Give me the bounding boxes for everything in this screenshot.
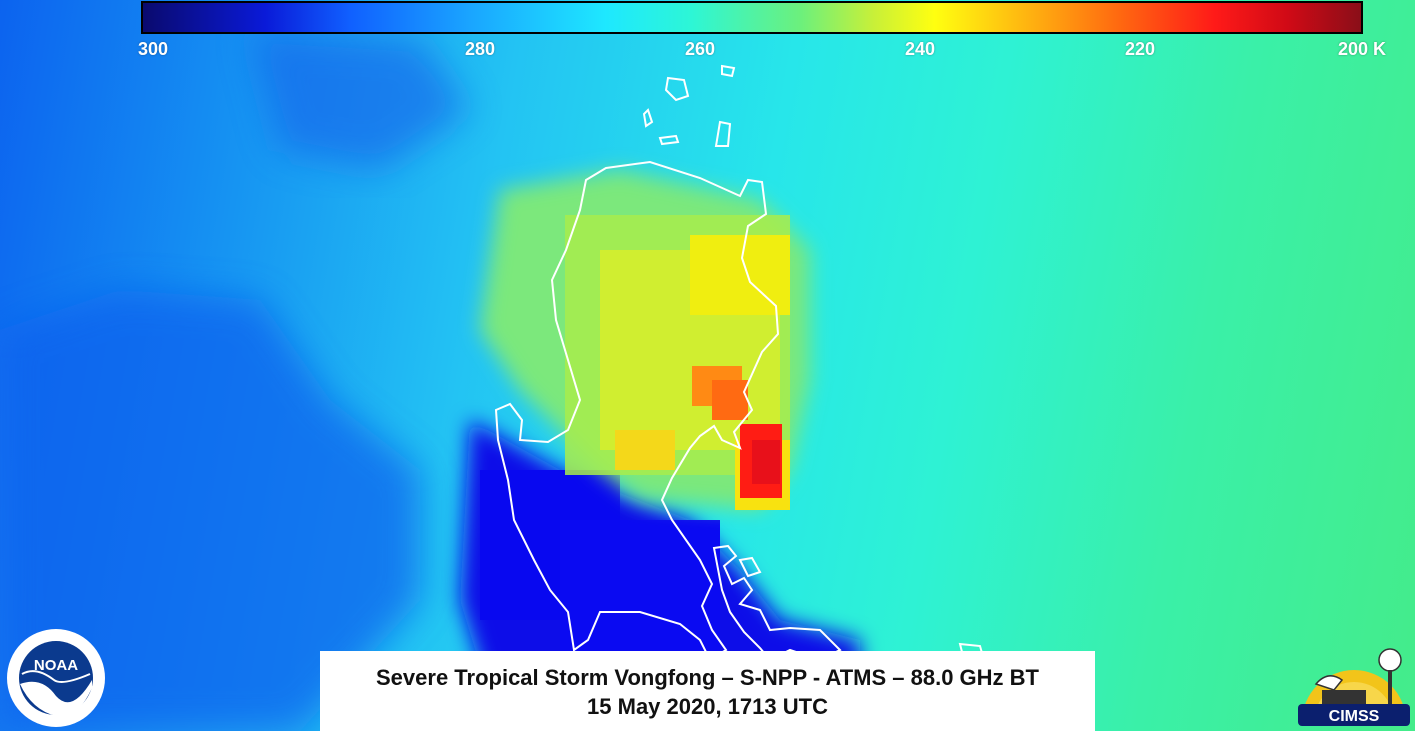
cimss-logo-text: CIMSS <box>1329 708 1380 725</box>
colorbar-tick-220: 220 <box>1124 39 1156 59</box>
colorbar-tick-240: 240 <box>904 39 936 59</box>
colorbar-tick-300: 300 <box>137 39 169 59</box>
color-scale-bar <box>141 1 1363 34</box>
caption-date: 15 May 2020, 1713 UTC <box>587 694 828 719</box>
storm-convection <box>480 170 810 510</box>
noaa-logo-text: NOAA <box>34 657 78 674</box>
caption-box: Severe Tropical Storm Vongfong – S-NPP -… <box>320 651 1095 731</box>
colorbar-tick-280: 280 <box>464 39 496 59</box>
western-blue-band <box>0 30 470 731</box>
caption-title: Severe Tropical Storm Vongfong – S-NPP -… <box>376 665 1039 690</box>
colorbar-tick-260: 260 <box>684 39 716 59</box>
colorbar-tick-200: 200 K <box>1337 39 1387 59</box>
coastlines <box>494 64 986 662</box>
cimss-logo: CIMSS <box>1298 648 1410 726</box>
noaa-logo: NOAA <box>7 629 105 727</box>
